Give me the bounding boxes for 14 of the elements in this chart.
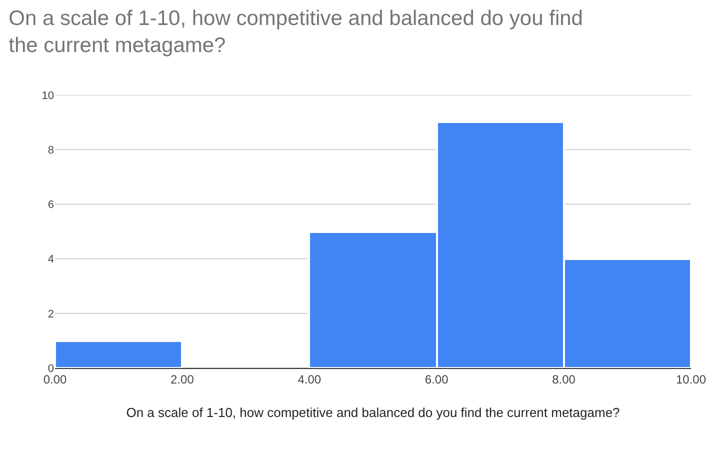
x-axis-title: On a scale of 1-10, how competitive and balanced do you find the current metagame?: [126, 405, 620, 420]
x-tick-label: 4.00: [298, 372, 322, 386]
x-tick-label: 10.00: [676, 372, 706, 386]
chart-title: On a scale of 1-10, how competitive and balanced do you find the current metagame?: [8, 6, 583, 58]
y-tick-label: 4: [48, 254, 54, 266]
x-tick-label: 8.00: [552, 372, 576, 386]
y-tick-label: 6: [48, 199, 54, 212]
y-tick-label: 2: [48, 308, 54, 320]
x-tick-label: 2.00: [170, 372, 194, 386]
y-tick-label: 0: [48, 362, 54, 375]
y-tick-label: 8: [48, 144, 54, 156]
x-tick-label: 0.00: [43, 372, 67, 386]
y-tick-label: 10: [42, 90, 54, 102]
x-tick-label: 6.00: [424, 372, 449, 386]
